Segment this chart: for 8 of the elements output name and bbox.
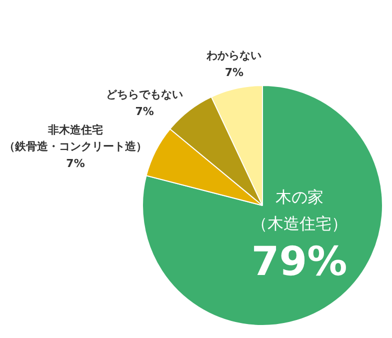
slice-label: わからない: [206, 49, 262, 62]
data-label: 7%: [224, 66, 244, 80]
data-label: 7%: [66, 157, 85, 170]
slice-label: 木の家（木造住宅）: [251, 187, 348, 233]
slice-label: 非木造住宅（鉄骨造・コンクリート造）: [4, 123, 148, 154]
data-label: 79%: [251, 238, 348, 285]
slice-label: どちらでもない: [106, 88, 184, 102]
data-label: 7%: [135, 105, 154, 118]
